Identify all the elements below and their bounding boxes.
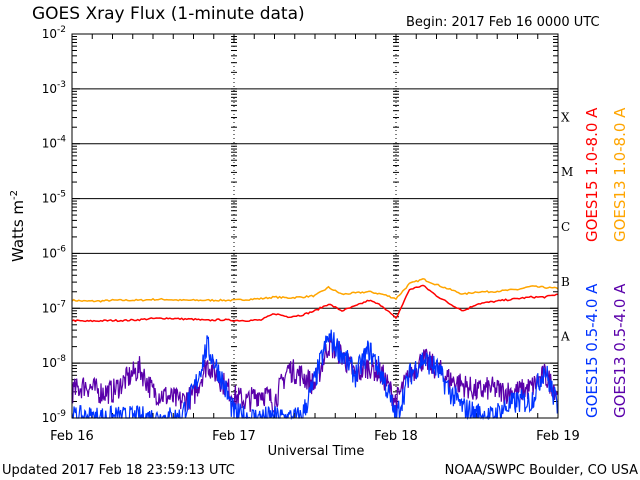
y-tick-label: 10-6 — [42, 244, 67, 260]
series-line-goes13-1-0-8-0-a — [71, 278, 559, 303]
flare-class-label: M — [561, 165, 573, 179]
y-tick-base: 10 — [42, 27, 57, 41]
begin-label: Begin: 2017 Feb 16 0000 UTC — [406, 15, 600, 30]
y-axis-label-exp: -2 — [9, 190, 20, 200]
series-group — [71, 278, 559, 421]
y-tick-base: 10 — [42, 411, 57, 425]
flare-class-label: X — [561, 110, 570, 124]
x-tick-label: Feb 17 — [212, 429, 256, 444]
updated-timestamp: Updated 2017 Feb 18 23:59:13 UTC — [2, 463, 235, 478]
y-tick-exp: -3 — [57, 80, 66, 90]
x-tick-label: Feb 19 — [536, 429, 580, 444]
y-tick-exp: -5 — [57, 190, 66, 200]
y-tick-exp: -8 — [57, 354, 66, 364]
axis-ticks — [71, 33, 559, 419]
y-tick-exp: -2 — [57, 25, 66, 35]
x-axis-label: Universal Time — [268, 444, 365, 459]
y-tick-label: 10-3 — [42, 80, 66, 96]
legend-goes13-long: GOES13 1.0-8.0 A — [611, 107, 629, 242]
y-tick-base: 10 — [42, 137, 57, 151]
x-tick-label: Feb 16 — [50, 429, 94, 444]
y-tick-label: 10-5 — [42, 190, 66, 206]
plot-frame — [71, 33, 559, 419]
legend-goes13-short: GOES13 0.5-4.0 A — [611, 283, 629, 418]
y-tick-base: 10 — [42, 82, 57, 96]
flare-class-label: B — [561, 275, 570, 289]
y-tick-base: 10 — [42, 192, 57, 206]
y-axis-label: Watts m-2 — [9, 190, 27, 262]
x-tick-label: Feb 18 — [374, 429, 418, 444]
y-tick-base: 10 — [42, 246, 57, 260]
y-tick-label: 10-2 — [42, 25, 66, 41]
tick-labels: Feb 16 Feb 17 Feb 18 Feb 1910-210-310-410-5… — [42, 25, 580, 444]
y-tick-label: 10-4 — [42, 135, 67, 151]
y-tick-label: 10-9 — [42, 409, 67, 425]
y-tick-exp: -7 — [57, 299, 66, 309]
legend-goes15-short: GOES15 0.5-4.0 A — [583, 283, 601, 418]
grid — [72, 34, 558, 418]
y-tick-exp: -9 — [57, 409, 66, 419]
y-tick-label: 10-8 — [42, 354, 67, 370]
series-line-goes15-1-0-8-0-a — [71, 284, 559, 323]
y-tick-base: 10 — [42, 356, 57, 370]
y-axis-label-text: Watts m — [9, 200, 27, 262]
y-tick-base: 10 — [42, 301, 57, 315]
flare-class-label: C — [561, 220, 570, 234]
y-tick-exp: -4 — [57, 135, 66, 145]
y-tick-exp: -6 — [57, 244, 66, 254]
source-credit: NOAA/SWPC Boulder, CO USA — [445, 463, 638, 478]
legend-goes15-long: GOES15 1.0-8.0 A — [583, 107, 601, 242]
flare-class-label: A — [560, 330, 570, 344]
series-line-goes13-0-5-4-0-a — [71, 335, 558, 414]
y-tick-label: 10-7 — [42, 299, 66, 315]
chart-title: GOES Xray Flux (1-minute data) — [32, 4, 305, 24]
